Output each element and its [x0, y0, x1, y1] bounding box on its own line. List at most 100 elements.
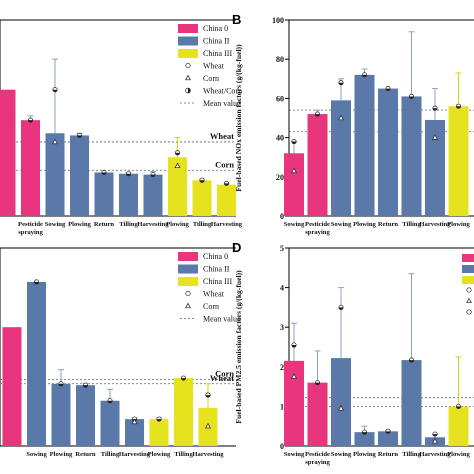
panel-2-category-label: Tilling: [402, 221, 421, 228]
panel-1-category-label: Harvesting: [211, 221, 243, 228]
panel-3-category-label: Tilling: [174, 451, 193, 458]
panel-3-category-label: Plowing: [148, 451, 171, 458]
panel-1-legend-label: China 0: [203, 24, 228, 33]
panel-1-mean-label: Wheat: [210, 131, 234, 141]
panel-2-wheat-point-half: [338, 82, 344, 85]
panel-4-legend-swatch: [462, 265, 474, 273]
panel-3-wheat-point-half: [83, 385, 88, 388]
panel-2-bar: [378, 88, 398, 216]
panel-2-wheat-point-half: [291, 141, 297, 144]
panel-1-bar: [192, 180, 212, 216]
panel-3-bar: [125, 419, 144, 446]
panel-2-y-axis-label: Fuel-based NOx emission factors (g/(kg-f…: [234, 44, 243, 192]
panel-3-legend-label: China 0: [203, 252, 228, 261]
panel-3-legend-label: China III: [203, 277, 232, 286]
panel-1-bar: [70, 135, 89, 216]
panel-1-category-label: Return: [94, 221, 114, 228]
panel-4-bar: [354, 432, 375, 446]
panel-1-category-label: Pesticide spraying: [18, 221, 43, 236]
panel-1-legend-label: China III: [203, 49, 232, 58]
panel-1-bar: [94, 172, 114, 216]
panel-1-legend-label: Mean value: [203, 99, 241, 108]
panel-4-y-tick-label: 5: [280, 244, 284, 253]
panel-4-wheat-point-half: [315, 382, 320, 385]
panel-3-legend-corn-marker: [185, 302, 191, 309]
panel-2-category-label: Harvesting: [419, 221, 451, 228]
panel-2-category-label-line: spraying: [305, 229, 330, 236]
panel-2-wheat-point-half: [315, 114, 320, 117]
panel-2-category-label: Pesticide spraying: [305, 221, 330, 236]
panel-3-wheat-point-half: [205, 395, 211, 398]
panel-2-category-label: Plowing: [447, 221, 470, 228]
panel-4-category-label: Plowing: [447, 451, 470, 458]
panel-1-bar: [0, 89, 16, 216]
panel-4-corn-point: [291, 373, 297, 379]
panel-3-bar: [2, 327, 22, 446]
panel-1-legend-corn-marker: [185, 74, 191, 81]
panel-4-corn-point: [432, 437, 438, 444]
panel-4-category-label: Sowing: [284, 451, 305, 458]
panel-4-wheat-point-half: [432, 434, 438, 437]
panel-2-wheat-point-half: [456, 106, 461, 109]
panel-4-legend-swatch: [462, 276, 474, 284]
panel-2-category-label: Plowing: [353, 221, 376, 228]
panel-4-bar: [401, 360, 422, 446]
panel-1-category-label: Tilling: [119, 221, 138, 228]
panel-1-category-label-line: Pesticide: [18, 221, 43, 228]
panel-2-y-tick-label: 80: [276, 55, 284, 64]
panel-3-corn-point: [131, 418, 138, 425]
panel-4-category-label-line: spraying: [305, 459, 330, 466]
panel-1-wheat-point-half: [28, 120, 33, 123]
panel-1-bar: [45, 133, 65, 216]
panel-2-panel-label: B: [232, 12, 241, 27]
panel-1-legend-label: China II: [203, 37, 230, 46]
panel-3-legend-label: Corn: [203, 302, 219, 311]
panel-4-wheat-point-half: [362, 432, 367, 435]
panel-1-bar: [21, 120, 40, 216]
panel-2-bar: [284, 153, 304, 216]
panel-2-bar: [354, 74, 375, 216]
panel-1-corn-point: [52, 138, 58, 145]
panel-3-legend-swatch: [178, 252, 198, 261]
panel-4-bar: [284, 360, 304, 446]
panel-1-wheat-point-half: [199, 180, 205, 183]
panel-1-category-label: Plowing: [166, 221, 189, 228]
panel-1-bar: [168, 157, 187, 216]
panel-3-category-label: Return: [75, 451, 95, 458]
panel-1-wheat-point-half: [224, 183, 229, 186]
panel-2-bar: [401, 96, 422, 216]
panel-1-wheat-point-half: [150, 174, 156, 177]
panel-1-category-label: Sowing: [45, 221, 66, 228]
panel-3-category-label: Harvesting: [119, 451, 151, 458]
panel-1-wheat-point-half: [101, 172, 107, 175]
panel-2-wheat-point-half: [362, 74, 367, 78]
panel-4-category-label: Sowing: [331, 451, 352, 458]
panel-4-wheat-point-half: [409, 360, 414, 363]
panel-1-category-label: Plowing: [68, 221, 91, 228]
panel-2-wheat-point-half: [409, 96, 414, 99]
panel-2-category-label: Sowing: [284, 221, 305, 228]
panel-4-panel-label: D: [232, 240, 241, 255]
panel-1-legend-swatch: [178, 24, 198, 33]
panel-1-wheat-point-half: [175, 152, 180, 156]
panel-2-corn-point: [432, 134, 438, 140]
panel-4-category-label: Pesticide spraying: [305, 451, 330, 466]
panel-3-bar: [149, 419, 169, 446]
panel-1-legend-label: Corn: [203, 74, 219, 83]
panel-4-category-label: Harvesting: [419, 451, 451, 458]
panel-4-y-tick-label: 4: [280, 284, 284, 293]
panel-4-bar: [331, 358, 351, 446]
panel-3-category-label: Plowing: [50, 451, 73, 458]
panel-1-bar: [217, 184, 236, 216]
panel-4-y-tick-label: 0: [280, 442, 284, 451]
panel-2-category-label: Sowing: [331, 221, 352, 228]
panel-4-legend-wheat-marker: [466, 287, 472, 293]
panel-3-bar: [51, 383, 71, 446]
panel-1-legend-mixed-marker-half: [188, 88, 191, 93]
panel-4-wheat-point-half: [291, 345, 297, 348]
panel-1-category-label-line: spraying: [18, 229, 43, 236]
panel-4-corn-point: [338, 405, 344, 411]
